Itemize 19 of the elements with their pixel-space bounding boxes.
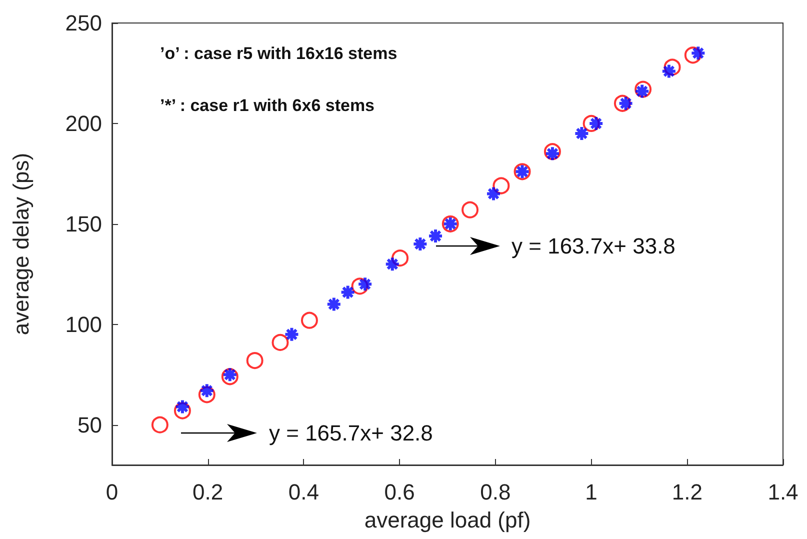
annotation: y = 163.7x+ 33.8 [512, 234, 676, 259]
y-tick-label: 50 [78, 412, 102, 438]
x-tick-label: 0.4 [288, 480, 320, 504]
x-axis-title: average load (pf) [364, 508, 531, 532]
annotation: ’o’ : case r5 with 16x16 stems [160, 44, 398, 63]
x-tick-label: 1 [585, 480, 598, 504]
x-tick-label: 0.2 [192, 480, 224, 504]
y-tick-label: 150 [65, 211, 102, 236]
x-tick-label: 1.4 [768, 480, 798, 504]
x-tick-label: 1.2 [672, 480, 702, 504]
annotation: y = 165.7x+ 32.8 [269, 420, 433, 446]
y-tick-label: 250 [65, 10, 102, 36]
y-axis-title: average delay (ps) [8, 152, 34, 336]
x-tick-label: 0.8 [480, 480, 511, 504]
x-tick-label: 0 [106, 480, 118, 504]
x-tick-label: 0.6 [384, 480, 415, 504]
y-tick-label: 100 [65, 312, 102, 337]
y-tick-label: 200 [65, 110, 102, 136]
annotation: ’*’ : case r1 with 6x6 stems [160, 96, 375, 115]
